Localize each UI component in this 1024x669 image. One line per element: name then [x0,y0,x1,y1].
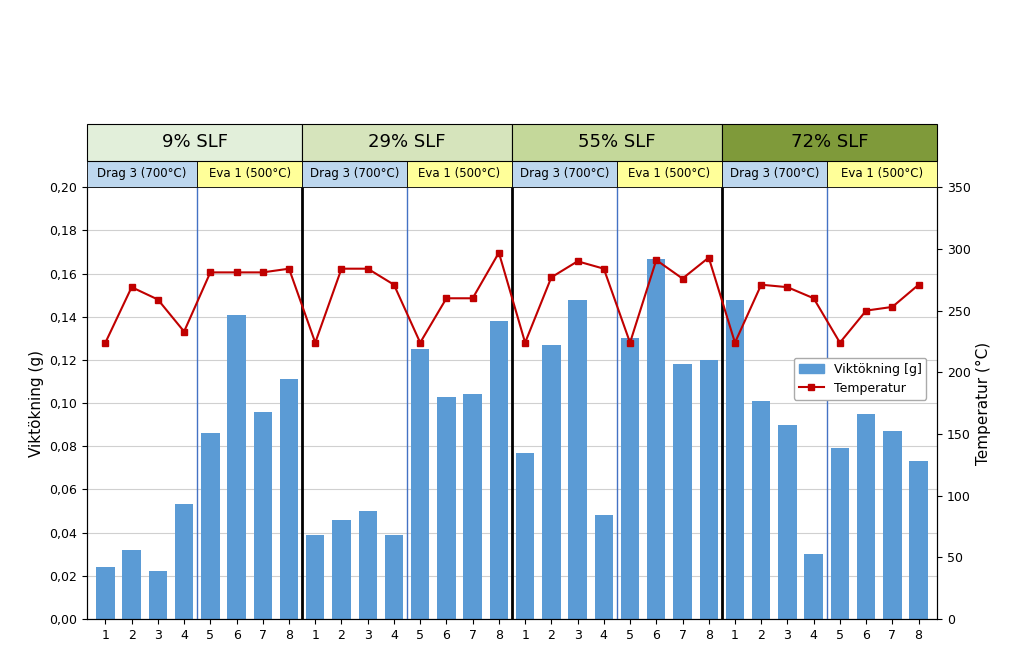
Bar [411,349,429,619]
Bar [385,535,403,619]
Bar [621,339,639,619]
Text: 29% SLF: 29% SLF [369,133,445,151]
Bar [595,515,613,619]
Bar [674,364,691,619]
Bar [726,300,744,619]
Bar [148,571,167,619]
Text: Eva 1 (500°C): Eva 1 (500°C) [419,167,501,181]
Bar [830,448,849,619]
Bar [778,425,797,619]
Bar [358,511,377,619]
Bar [123,550,141,619]
Text: Drag 3 (700°C): Drag 3 (700°C) [520,167,609,181]
Bar [175,504,194,619]
Bar [489,321,508,619]
Bar [647,258,666,619]
Bar [333,520,350,619]
Bar [254,411,272,619]
Bar [464,395,482,619]
Bar [516,453,535,619]
Bar [227,314,246,619]
Legend: Viktökning [g], Temperatur: Viktökning [g], Temperatur [794,357,927,400]
Text: Drag 3 (700°C): Drag 3 (700°C) [730,167,819,181]
Text: 72% SLF: 72% SLF [791,133,868,151]
Text: Eva 1 (500°C): Eva 1 (500°C) [209,167,291,181]
Bar [883,431,901,619]
Bar [201,434,219,619]
Bar [96,567,115,619]
Bar [437,397,456,619]
Bar [542,345,560,619]
Bar [280,379,298,619]
Text: Drag 3 (700°C): Drag 3 (700°C) [97,167,186,181]
Text: Eva 1 (500°C): Eva 1 (500°C) [629,167,711,181]
Bar [909,462,928,619]
Bar [699,360,718,619]
Text: 9% SLF: 9% SLF [162,133,227,151]
Bar [568,300,587,619]
Bar [857,414,876,619]
Text: 55% SLF: 55% SLF [579,133,655,151]
Bar [805,554,823,619]
Bar [306,535,325,619]
Y-axis label: Temperatur (°C): Temperatur (°C) [976,341,991,465]
Y-axis label: Viktökning (g): Viktökning (g) [29,350,44,456]
Text: Eva 1 (500°C): Eva 1 (500°C) [841,167,923,181]
Bar [752,401,770,619]
Text: Drag 3 (700°C): Drag 3 (700°C) [310,167,399,181]
